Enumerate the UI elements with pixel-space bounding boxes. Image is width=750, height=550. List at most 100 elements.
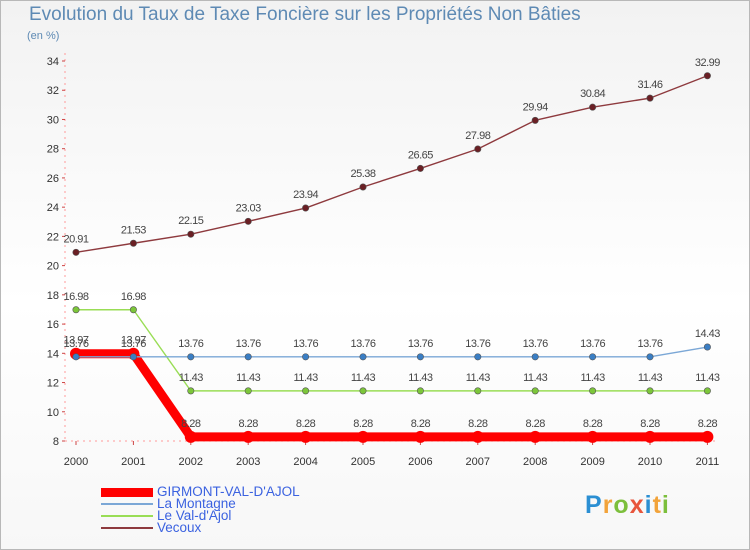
series-line-3 (75, 75, 709, 254)
data-point (359, 353, 367, 361)
y-tick-label: 26 (47, 173, 59, 185)
data-label: 8.28 (181, 418, 201, 430)
data-point (72, 248, 80, 256)
y-tick-label: 8 (53, 436, 59, 448)
data-label: 8.28 (698, 418, 718, 430)
data-point (471, 430, 484, 443)
y-tick-label: 28 (47, 144, 59, 156)
data-label: 13.97 (63, 335, 88, 347)
data-point (244, 353, 252, 361)
data-point (474, 353, 482, 361)
y-tick-label: 30 (47, 114, 59, 126)
legend-swatch (101, 487, 153, 497)
data-point (589, 103, 597, 111)
data-point (359, 387, 367, 395)
data-label: 11.43 (408, 372, 433, 384)
data-label: 8.28 (583, 418, 603, 430)
series-line-0 (71, 349, 712, 442)
y-tick-label: 18 (47, 290, 59, 302)
data-label: 13.76 (580, 338, 605, 350)
data-label: 14.43 (695, 328, 720, 340)
data-label: 8.28 (296, 418, 316, 430)
data-point (72, 353, 80, 361)
data-point (302, 387, 310, 395)
data-label: 13.76 (178, 338, 203, 350)
data-point (703, 387, 711, 395)
data-label: 8.28 (525, 418, 545, 430)
data-label: 11.43 (179, 372, 204, 384)
data-point (359, 183, 367, 191)
data-point (244, 217, 252, 225)
legend-swatch (101, 527, 153, 529)
y-tick-label: 34 (47, 56, 59, 68)
y-tick-label: 12 (47, 378, 59, 390)
data-label: 22.15 (178, 215, 203, 227)
data-label: 13.76 (637, 338, 662, 350)
data-label: 8.28 (411, 418, 431, 430)
data-label: 11.43 (236, 372, 261, 384)
data-point (357, 430, 369, 443)
y-axis-unit: (en %) (27, 30, 60, 42)
data-label: 13.97 (121, 335, 146, 347)
data-point (646, 387, 654, 395)
data-point (299, 430, 312, 443)
data-point (701, 430, 714, 443)
data-point (129, 306, 137, 314)
data-label: 11.43 (695, 372, 720, 384)
y-tick-label: 20 (47, 261, 59, 273)
axes: 8 10 12 14 16 18 20 22 24 26 28 30 32 34 2000 2001 2002 2… (47, 53, 719, 468)
data-point (302, 353, 310, 361)
logo-letter: t (652, 491, 662, 519)
data-label: 29.94 (523, 101, 548, 113)
logo-letter: r (602, 491, 614, 519)
proxiti-logo: Proxiti (585, 491, 670, 520)
data-point (129, 239, 137, 247)
data-point (184, 430, 197, 443)
data-point (416, 164, 424, 172)
data-label: 8.28 (468, 418, 488, 430)
data-point (531, 353, 539, 361)
data-label: 13.76 (63, 338, 88, 350)
data-point (646, 94, 654, 102)
logo-letter: i (661, 491, 670, 519)
data-label: 13.76 (465, 338, 490, 350)
x-tick-label: 2008 (523, 456, 547, 468)
data-point (586, 430, 599, 443)
data-point (589, 387, 597, 395)
logo-letter: o (613, 491, 630, 519)
data-label: 13.76 (408, 338, 433, 350)
x-tick-label: 2011 (696, 456, 720, 468)
data-label: 30.84 (580, 88, 605, 100)
data-point (244, 387, 252, 395)
y-tick-label: 22 (47, 231, 59, 243)
y-tick-label: 24 (47, 202, 59, 214)
data-point (187, 230, 195, 238)
x-tick-label: 2006 (408, 456, 432, 468)
chart-title: Evolution du Taux de Taxe Foncière sur l… (29, 4, 581, 25)
data-label: 23.03 (236, 202, 261, 214)
data-point (242, 430, 255, 443)
data-label: 11.43 (466, 372, 491, 384)
data-point (703, 343, 711, 351)
legend-label: GIRMONT-VAL-D'AJOL (157, 484, 300, 499)
data-point (646, 353, 654, 361)
data-label: 13.76 (350, 338, 375, 350)
y-tick-label: 14 (47, 348, 59, 360)
data-point (474, 145, 482, 153)
data-label: 11.43 (580, 372, 605, 384)
logo-letter: P (585, 491, 603, 519)
data-point (416, 353, 424, 361)
x-tick-label: 2000 (64, 456, 88, 468)
data-point (416, 387, 424, 395)
data-label: 13.76 (293, 338, 318, 350)
data-point (129, 353, 137, 361)
data-label: 13.76 (523, 338, 548, 350)
data-labels: 13.97 13.97 8.28 8.28 8.28 8.28 8.28 8.28 8.28 8.… (63, 57, 720, 430)
data-label: 8.28 (238, 418, 258, 430)
data-label: 11.43 (293, 372, 318, 384)
x-tick-label: 2010 (638, 456, 662, 468)
data-point (531, 387, 539, 395)
data-label: 11.43 (523, 372, 548, 384)
